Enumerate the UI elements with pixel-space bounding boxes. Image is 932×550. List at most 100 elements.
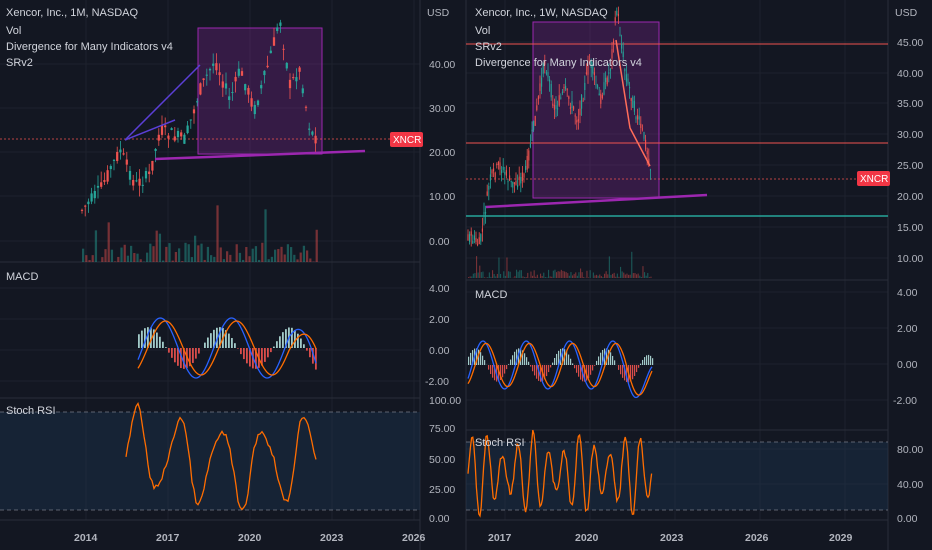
volume-bar: [640, 277, 642, 278]
candle: [480, 234, 482, 242]
candle: [499, 162, 501, 170]
candle: [579, 108, 581, 116]
right-currency: USD: [895, 7, 918, 19]
volume-bar: [596, 274, 598, 278]
macd-histogram-bar: [303, 344, 305, 348]
volume-bar: [514, 276, 516, 278]
volume-bar: [509, 271, 511, 278]
candle: [90, 193, 93, 202]
macd-histogram-bar: [558, 350, 560, 365]
left-currency: USD: [427, 7, 450, 19]
candle: [224, 83, 228, 89]
volume-bar: [597, 275, 599, 278]
macd-histogram-bar: [472, 350, 474, 365]
volume-bar: [194, 235, 197, 262]
volume-bar: [565, 272, 567, 278]
macd-histogram-bar: [572, 363, 574, 365]
candle: [256, 100, 260, 106]
volume-bar: [612, 273, 614, 278]
candle: [504, 172, 506, 175]
left-support-trendline[interactable]: [154, 149, 366, 161]
volume-bar: [620, 266, 622, 278]
candle: [202, 78, 205, 81]
candle: [557, 108, 559, 110]
right-candles: [467, 6, 651, 247]
candle: [568, 96, 570, 99]
candle: [160, 125, 164, 135]
macd-histogram-bar: [508, 364, 510, 365]
candle: [260, 85, 263, 89]
candle: [571, 101, 573, 109]
macd-histogram-bar: [512, 355, 514, 365]
macd-histogram-bar: [174, 348, 176, 363]
candle: [638, 116, 640, 120]
macd-histogram-bar: [264, 348, 266, 362]
left-stoch-tick: 50.00: [429, 454, 455, 466]
candle: [529, 143, 531, 148]
candle: [208, 68, 212, 71]
volume-bar: [613, 272, 615, 278]
candle: [311, 131, 314, 135]
candle: [135, 180, 138, 182]
candle: [614, 17, 616, 22]
volume-bar: [610, 274, 612, 278]
left-indicator-vol: Vol: [6, 25, 21, 37]
volume-bar: [631, 251, 633, 278]
macd-histogram-bar: [492, 365, 494, 378]
macd-histogram-bar: [270, 348, 272, 353]
volume-bar: [171, 260, 174, 262]
volume-bar: [583, 277, 585, 278]
volume-bar: [578, 272, 580, 278]
macd-histogram-bar: [192, 348, 194, 363]
volume-bar: [552, 270, 554, 278]
left-price-tick: 10.00: [429, 191, 455, 203]
candle: [641, 128, 643, 130]
candle: [237, 68, 240, 76]
volume-bar: [607, 274, 609, 278]
macd-histogram-bar: [249, 348, 251, 367]
volume-bar: [626, 273, 628, 278]
candle: [611, 49, 613, 59]
candle: [643, 131, 645, 139]
volume-bar: [213, 256, 216, 262]
volume-bar: [488, 272, 490, 278]
candle: [483, 212, 485, 215]
right-indicator-srv2: SRv2: [475, 41, 502, 53]
candle: [621, 43, 623, 49]
volume-bar: [572, 275, 574, 278]
candle: [467, 234, 469, 241]
candle: [613, 40, 615, 45]
volume-bar: [533, 270, 535, 278]
left-stoch-label: Stoch RSI: [6, 405, 56, 417]
macd-histogram-bar: [596, 360, 598, 365]
left-range-box[interactable]: [197, 27, 323, 155]
left-price-tick: 30.00: [429, 103, 455, 115]
macd-histogram-bar: [540, 365, 542, 382]
candle: [151, 160, 154, 171]
right-price-tick: 30.00: [897, 129, 923, 141]
right-support-trendline[interactable]: [485, 193, 708, 209]
volume-bar: [580, 268, 582, 278]
candle: [550, 84, 552, 98]
volume-bar: [621, 271, 623, 278]
macd-histogram-bar: [171, 348, 173, 358]
macd-histogram-bar: [237, 348, 239, 349]
macd-histogram-bar: [562, 348, 564, 365]
macd-histogram-bar: [480, 352, 482, 365]
candle: [247, 87, 250, 95]
candle: [266, 65, 269, 68]
volume-bar: [615, 276, 617, 278]
macd-histogram-bar: [180, 348, 182, 369]
right-range-box[interactable]: [532, 21, 660, 199]
volume-bar: [264, 209, 267, 262]
volume-bar: [568, 275, 570, 278]
candle: [176, 130, 180, 138]
volume-bar: [152, 246, 155, 262]
left-indicator-divergence: Divergence for Many Indicators v4: [6, 41, 173, 53]
candle: [128, 170, 132, 180]
macd-histogram-bar: [490, 365, 492, 375]
left-indicator-srv2: SRv2: [6, 57, 33, 69]
candle: [496, 163, 498, 165]
macd-histogram-bar: [470, 352, 472, 365]
